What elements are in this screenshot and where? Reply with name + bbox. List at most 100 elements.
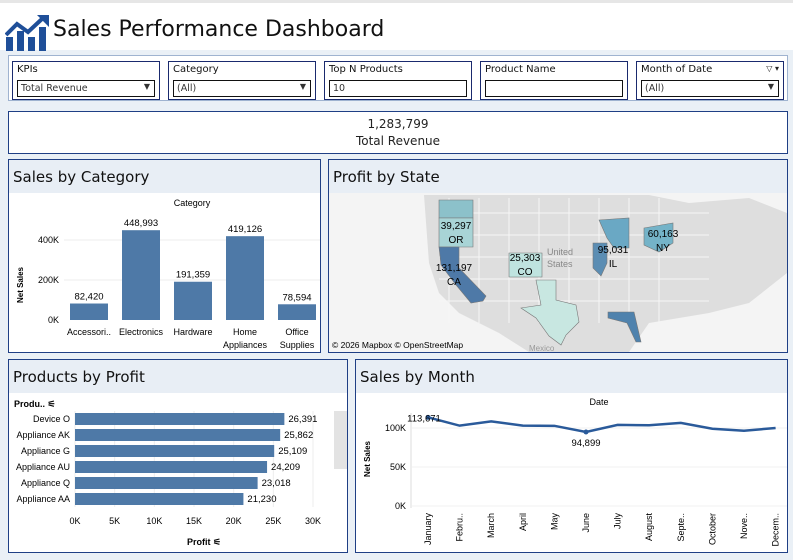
data-label: 191,359 xyxy=(176,270,210,281)
state-code-label: NY xyxy=(656,243,670,254)
data-label: 78,594 xyxy=(282,292,311,303)
filter-value: Total Revenue xyxy=(21,83,88,94)
filter-label: Month of Date xyxy=(641,64,713,75)
y-tick-label: Appliance G xyxy=(21,446,70,456)
state-fl[interactable] xyxy=(607,311,642,343)
y-tick-label: 0K xyxy=(395,501,406,511)
state-value-label: 95,031 xyxy=(598,245,629,256)
title-bar: Sales Performance Dashboard xyxy=(0,0,793,51)
x-tick-label: Electronics xyxy=(119,327,164,337)
state-value-label: 25,303 xyxy=(510,253,541,264)
state-value-label: 39,297 xyxy=(441,221,472,232)
filter-dropdown[interactable]: (All) ▼ xyxy=(173,80,311,97)
state-or[interactable] xyxy=(438,217,474,248)
x-tick-label: 15K xyxy=(186,516,202,526)
x-tick-label: 30K xyxy=(305,516,321,526)
filter-month-of-date: Month of Date ▽ ▾ (All) ▼ xyxy=(636,61,784,100)
bar-1[interactable] xyxy=(75,429,281,441)
sales-by-category-chart[interactable]: Category Net Sales 0K 200K 400K 82,420 Accesso… xyxy=(9,193,320,352)
state-wa[interactable] xyxy=(438,199,474,219)
chevron-down-icon: ▼ xyxy=(143,82,150,91)
data-label: 25,109 xyxy=(278,446,307,457)
y-tick-label: Appliance AU xyxy=(16,462,70,472)
bar-5[interactable] xyxy=(75,493,244,505)
y-tick-label: 400K xyxy=(38,235,59,245)
products-by-profit-chart[interactable]: Produ.. ⚟ 0K 5K 10K 15K 20K 25K 30K Device O 26,3… xyxy=(9,393,347,552)
data-label: 113,671 xyxy=(407,413,441,424)
sales-by-category-panel: Sales by Category Category Net Sales 0K 200… xyxy=(8,159,321,353)
bar-2[interactable] xyxy=(174,281,212,320)
bar-4[interactable] xyxy=(278,304,316,320)
data-label: 26,391 xyxy=(288,414,317,425)
land-usa xyxy=(424,195,787,352)
y-tick-label: 50K xyxy=(390,462,406,472)
sales-line xyxy=(427,416,776,434)
x-axis-title: Profit ⚟ xyxy=(187,537,221,547)
state-ny[interactable] xyxy=(643,222,674,253)
y-tick-label: Device O xyxy=(33,414,70,424)
panel-title: Sales by Month xyxy=(356,360,787,393)
bar-4[interactable] xyxy=(75,477,258,489)
bar-3[interactable] xyxy=(226,236,264,320)
x-tick-label: 5K xyxy=(109,516,120,526)
kpi-card: 1,283,799 Total Revenue xyxy=(8,111,788,154)
state-code-label: CA xyxy=(447,277,461,288)
filter-label: Category xyxy=(173,64,219,75)
filter-label: KPIs xyxy=(17,64,38,75)
country-label: United xyxy=(547,247,573,257)
bar-1[interactable] xyxy=(122,230,160,320)
kpi-value: 1,283,799 xyxy=(367,117,429,131)
y-tick-label: 100K xyxy=(385,423,406,433)
x-tick-label: Accessori.. xyxy=(67,327,111,337)
y-tick-label: 200K xyxy=(38,275,59,285)
filter-dropdown[interactable]: Total Revenue ▼ xyxy=(17,80,155,97)
data-label: 21,230 xyxy=(247,494,276,505)
bar-3[interactable] xyxy=(75,461,268,473)
x-axis-title: Category xyxy=(174,198,211,208)
x-tick-label: Hardware xyxy=(173,327,212,337)
filter-value: (All) xyxy=(645,83,665,94)
filter-category: Category (All) ▼ xyxy=(168,61,316,100)
x-tick-label: Appliances xyxy=(223,340,268,350)
bar-2[interactable] xyxy=(75,445,275,457)
x-tick-label: Supplies xyxy=(280,340,315,350)
x-tick-label: Septe.. xyxy=(676,513,686,542)
bar-0[interactable] xyxy=(70,303,108,320)
filter-value: (All) xyxy=(177,83,197,94)
y-axis-title: Net Sales xyxy=(363,440,372,477)
data-label: 23,018 xyxy=(262,478,291,489)
products-by-profit-panel: Products by Profit Produ.. ⚟ 0K 5K 10K 15K 20… xyxy=(8,359,348,553)
scrollbar[interactable] xyxy=(334,411,347,469)
x-tick-label: January xyxy=(423,513,433,546)
filter-product-name: Product Name xyxy=(480,61,628,100)
profit-by-state-map[interactable]: United States Mexico 39,297 OR 131,197 CA 25,30… xyxy=(329,193,787,352)
state-ca[interactable] xyxy=(438,246,487,304)
x-tick-label: 25K xyxy=(265,516,281,526)
x-tick-label: March xyxy=(486,513,496,538)
filter-kpis: KPIs Total Revenue ▼ xyxy=(12,61,160,100)
x-tick-label: Office xyxy=(285,327,308,337)
y-tick-label: Appliance Q xyxy=(21,478,70,488)
kpi-label: Total Revenue xyxy=(355,134,441,148)
data-point[interactable] xyxy=(425,414,431,420)
state-co[interactable] xyxy=(508,252,543,278)
state-code-label: IL xyxy=(609,259,618,270)
data-point[interactable] xyxy=(583,429,589,435)
state-il[interactable] xyxy=(592,242,608,277)
filter-dropdown[interactable]: (All) ▼ xyxy=(641,80,779,97)
state-tx[interactable] xyxy=(520,279,580,346)
data-label: 419,126 xyxy=(228,224,262,235)
data-label: 82,420 xyxy=(74,292,103,303)
x-tick-label: October xyxy=(707,513,717,545)
filter-input[interactable]: 10 xyxy=(329,80,467,97)
bar-0[interactable] xyxy=(75,413,285,425)
y-tick-label: Appliance AA xyxy=(16,494,70,504)
country-label: States xyxy=(547,259,573,269)
profit-by-state-panel: Profit by State United States Mexico 39,297… xyxy=(328,159,788,353)
filter-input[interactable] xyxy=(485,80,623,97)
filter-funnel-icon[interactable]: ▽ ▾ xyxy=(766,64,779,73)
map-attribution: © 2026 Mapbox © OpenStreetMap xyxy=(332,340,463,350)
state-mi[interactable] xyxy=(598,217,630,249)
x-tick-label: Decem.. xyxy=(771,513,781,547)
